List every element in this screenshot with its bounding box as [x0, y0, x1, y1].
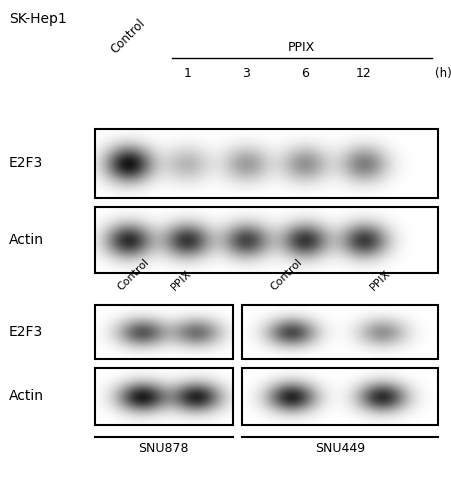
Text: SK-Hep1: SK-Hep1	[9, 12, 67, 26]
Text: Actin: Actin	[9, 389, 44, 404]
Text: (h): (h)	[434, 67, 451, 81]
Text: PPIX: PPIX	[368, 268, 392, 293]
Text: E2F3: E2F3	[9, 325, 43, 339]
Text: E2F3: E2F3	[9, 157, 43, 170]
Text: 6: 6	[300, 67, 308, 81]
Text: Actin: Actin	[9, 233, 44, 247]
Text: 12: 12	[355, 67, 371, 81]
Text: Control: Control	[268, 257, 304, 293]
Bar	[95, 129, 437, 198]
Bar	[241, 368, 437, 425]
Bar	[95, 368, 232, 425]
Text: 1: 1	[183, 67, 191, 81]
Bar	[241, 305, 437, 359]
Text: SNU449: SNU449	[314, 442, 364, 455]
Text: Control: Control	[115, 257, 151, 293]
Text: PPIX: PPIX	[169, 268, 193, 293]
Text: PPIX: PPIX	[287, 41, 315, 54]
Text: SNU878: SNU878	[138, 442, 189, 455]
Text: 3: 3	[242, 67, 250, 81]
Bar	[95, 305, 232, 359]
Bar	[95, 207, 437, 273]
Text: Control: Control	[108, 17, 147, 56]
